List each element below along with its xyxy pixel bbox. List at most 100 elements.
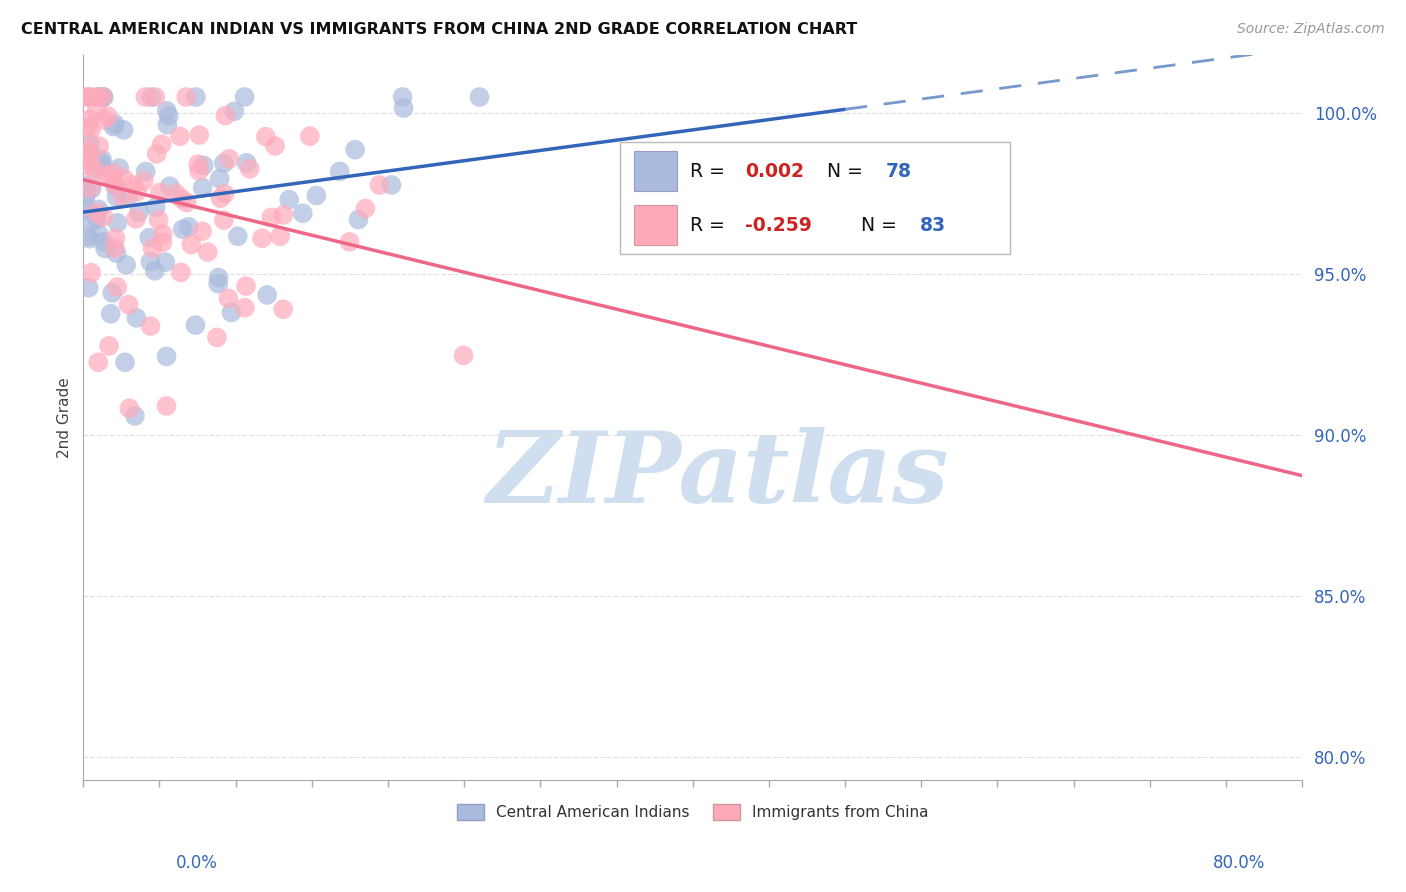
Point bbox=[138, 230, 160, 244]
Point bbox=[90, 156, 112, 170]
Point bbox=[115, 258, 138, 272]
Text: N =: N = bbox=[860, 216, 903, 235]
Point bbox=[271, 302, 294, 317]
Point bbox=[298, 129, 321, 144]
Point bbox=[86, 90, 108, 104]
Point bbox=[87, 227, 110, 242]
Bar bbox=[634, 151, 676, 191]
Point bbox=[84, 161, 107, 176]
Point bbox=[329, 164, 352, 178]
Point bbox=[250, 231, 273, 245]
Point bbox=[76, 186, 98, 201]
Point bbox=[97, 109, 120, 123]
Point bbox=[87, 355, 110, 369]
Y-axis label: 2nd Grade: 2nd Grade bbox=[58, 377, 72, 458]
Point bbox=[75, 141, 97, 155]
Point bbox=[193, 158, 215, 172]
Point bbox=[278, 193, 301, 207]
Point bbox=[145, 200, 167, 214]
Point bbox=[143, 90, 166, 104]
Point bbox=[347, 212, 370, 227]
Point bbox=[305, 188, 328, 202]
Text: ZIPatlas: ZIPatlas bbox=[486, 427, 948, 524]
Point bbox=[93, 90, 115, 104]
Point bbox=[93, 210, 115, 224]
Point bbox=[339, 235, 361, 249]
Point bbox=[184, 318, 207, 332]
Point bbox=[368, 178, 391, 192]
Point bbox=[93, 235, 115, 249]
Point bbox=[197, 245, 219, 260]
Point bbox=[170, 265, 193, 279]
Point bbox=[235, 155, 257, 169]
Point bbox=[150, 137, 173, 152]
FancyBboxPatch shape bbox=[620, 142, 1010, 254]
Point bbox=[132, 174, 155, 188]
Text: R =: R = bbox=[690, 216, 731, 235]
Point bbox=[82, 214, 104, 228]
Point bbox=[101, 172, 124, 186]
Text: 80.0%: 80.0% bbox=[1213, 855, 1265, 872]
Point bbox=[104, 242, 127, 256]
Point bbox=[176, 195, 198, 210]
Point bbox=[98, 339, 121, 353]
Point bbox=[187, 157, 209, 171]
Point bbox=[273, 208, 295, 222]
Point bbox=[83, 164, 105, 178]
Point bbox=[191, 180, 214, 194]
Text: N =: N = bbox=[827, 161, 869, 180]
Point bbox=[214, 109, 236, 123]
Point bbox=[73, 178, 96, 193]
Point bbox=[125, 211, 148, 226]
Point bbox=[101, 285, 124, 300]
Point bbox=[159, 179, 181, 194]
Point bbox=[212, 213, 235, 227]
Point bbox=[104, 178, 127, 193]
Point bbox=[209, 191, 232, 205]
Point bbox=[127, 185, 149, 199]
Text: Source: ZipAtlas.com: Source: ZipAtlas.com bbox=[1237, 22, 1385, 37]
Point bbox=[254, 129, 277, 144]
Point bbox=[80, 153, 103, 168]
Point bbox=[141, 241, 163, 255]
Point bbox=[208, 171, 231, 186]
Point bbox=[468, 90, 491, 104]
Point bbox=[104, 178, 127, 193]
Point bbox=[117, 297, 139, 311]
Point bbox=[114, 355, 136, 369]
Point bbox=[139, 319, 162, 334]
Point bbox=[117, 189, 139, 203]
Point bbox=[392, 101, 415, 115]
Point bbox=[77, 280, 100, 294]
Point bbox=[344, 143, 367, 157]
Text: 78: 78 bbox=[886, 161, 911, 180]
Point bbox=[100, 307, 122, 321]
Point bbox=[221, 305, 243, 319]
Point bbox=[79, 181, 101, 195]
Point bbox=[207, 277, 229, 291]
Point bbox=[291, 206, 314, 220]
Point bbox=[226, 229, 249, 244]
Point bbox=[124, 409, 146, 423]
Point bbox=[380, 178, 402, 192]
Point bbox=[354, 202, 377, 216]
Point bbox=[256, 288, 278, 302]
Point bbox=[191, 224, 214, 238]
Point bbox=[118, 401, 141, 416]
Legend: Central American Indians, Immigrants from China: Central American Indians, Immigrants fro… bbox=[450, 798, 935, 826]
Point bbox=[177, 219, 200, 234]
Point bbox=[91, 153, 114, 167]
Text: CENTRAL AMERICAN INDIAN VS IMMIGRANTS FROM CHINA 2ND GRADE CORRELATION CHART: CENTRAL AMERICAN INDIAN VS IMMIGRANTS FR… bbox=[21, 22, 858, 37]
Point bbox=[77, 90, 100, 104]
Point bbox=[184, 90, 207, 104]
Point bbox=[180, 237, 202, 252]
Point bbox=[145, 146, 167, 161]
Point bbox=[112, 190, 135, 204]
Point bbox=[94, 168, 117, 182]
Point bbox=[86, 212, 108, 227]
Point bbox=[212, 156, 235, 170]
Point bbox=[134, 90, 156, 104]
Point bbox=[77, 120, 100, 134]
Point bbox=[79, 136, 101, 151]
Point bbox=[235, 279, 257, 293]
